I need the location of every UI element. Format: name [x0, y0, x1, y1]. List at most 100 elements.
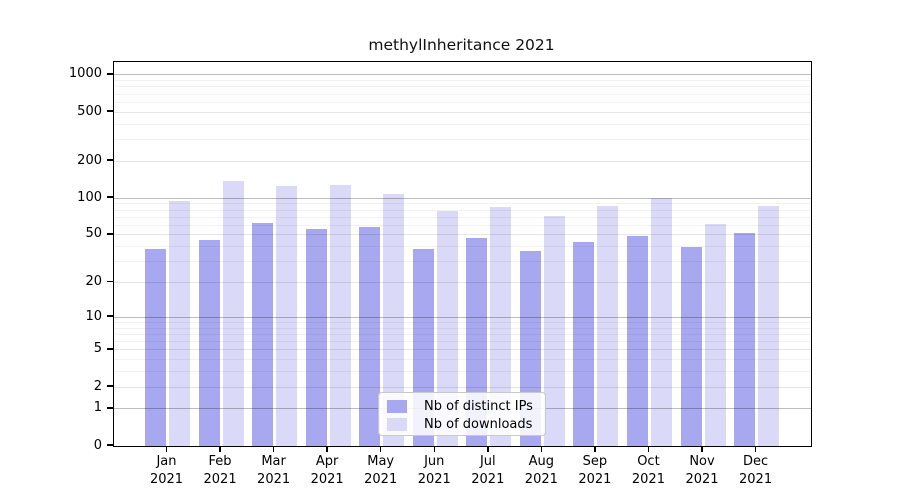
x-tick-label-aug: Aug 2021 [524, 454, 558, 487]
plot-area [113, 61, 812, 447]
gridline-90 [114, 203, 811, 205]
x-tick-label-feb: Feb 2021 [203, 454, 237, 487]
x-tick-mark-mar [272, 446, 275, 452]
gridline-4 [114, 359, 811, 361]
gridline-50 [114, 234, 811, 236]
x-tick-label-apr: Apr 2021 [310, 454, 344, 487]
chart-title: methylInheritance 2021 [368, 36, 555, 54]
x-tick-label-sep: Sep 2021 [578, 454, 612, 487]
bar-distinct-ips-dec [734, 232, 756, 446]
gridline-3 [114, 371, 811, 373]
bar-distinct-ips-feb [198, 240, 220, 446]
y-tick-label-5: 5 [93, 341, 102, 357]
x-tick-mark-dec [754, 446, 757, 452]
bar-downloads-mar [276, 185, 298, 446]
y-tick-label-1: 1 [93, 400, 102, 416]
y-tick-label-50: 50 [85, 226, 102, 242]
y-tick-mark-2 [107, 385, 113, 387]
x-tick-label-mar: Mar 2021 [257, 454, 291, 487]
gridline-900 [114, 80, 811, 82]
legend-label-downloads: Nb of downloads [424, 416, 533, 432]
bar-downloads-jul [490, 206, 512, 446]
gridline-500 [114, 111, 811, 113]
legend-item-distinct-ips: Nb of distinct IPs [387, 397, 545, 415]
bar-downloads-nov [704, 223, 726, 446]
bar-downloads-jun [436, 210, 458, 446]
y-tick-label-100: 100 [77, 189, 102, 205]
x-tick-label-jan: Jan 2021 [149, 454, 184, 487]
bar-downloads-aug [543, 215, 565, 446]
bar-distinct-ips-oct [626, 235, 648, 446]
gridline-60 [114, 224, 811, 226]
x-tick-mark-aug [540, 446, 543, 452]
y-tick-label-200: 200 [77, 152, 102, 168]
gridline-30 [114, 261, 811, 263]
y-tick-label-500: 500 [77, 103, 102, 119]
x-tick-mark-sep [594, 446, 596, 452]
gridline-70 [114, 216, 811, 218]
bar-distinct-ips-jan [145, 249, 166, 446]
legend-swatch-downloads-icon [387, 417, 407, 431]
y-tick-mark-200 [107, 159, 113, 161]
gridline-20 [114, 282, 811, 283]
x-tick-mark-jul [487, 446, 489, 452]
gridline-40 [114, 246, 811, 248]
bar-distinct-ips-sep [573, 241, 595, 446]
legend-label-distinct-ips: Nb of distinct IPs [424, 398, 533, 414]
x-tick-mark-may [379, 446, 382, 452]
x-tick-mark-apr [326, 446, 328, 452]
x-tick-label-jul: Jul 2021 [471, 454, 505, 487]
gridline-800 [114, 86, 811, 88]
x-tick-mark-jan [165, 446, 168, 452]
x-tick-mark-oct [647, 446, 650, 452]
y-tick-mark-1000 [107, 73, 113, 75]
bar-downloads-may [383, 194, 405, 446]
gridline-1000 [114, 74, 811, 76]
gridline-100 [114, 197, 811, 199]
gridline-9 [114, 321, 811, 323]
legend-swatch-distinct-ips-icon [387, 399, 407, 413]
gridline-300 [114, 139, 811, 141]
x-tick-label-jun: Jun 2021 [417, 454, 451, 487]
bar-downloads-sep [597, 205, 619, 446]
y-tick-mark-100 [107, 196, 113, 198]
y-tick-mark-500 [107, 110, 113, 112]
gridline-700 [114, 93, 811, 95]
bar-downloads-oct [650, 197, 672, 446]
bar-distinct-ips-may [359, 227, 381, 446]
y-tick-label-20: 20 [85, 274, 102, 289]
legend: Nb of distinct IPs Nb of downloads [378, 392, 546, 436]
x-tick-mark-feb [219, 446, 221, 452]
gridline-5 [114, 349, 811, 351]
gridline-8 [114, 327, 811, 329]
gridline-600 [114, 101, 811, 103]
y-tick-mark-0 [107, 444, 113, 446]
y-tick-mark-5 [107, 348, 113, 350]
y-tick-label-10: 10 [85, 308, 102, 324]
gridline-7 [114, 333, 811, 335]
bar-downloads-dec [758, 206, 780, 446]
y-tick-label-0: 0 [93, 437, 102, 453]
bar-distinct-ips-apr [305, 228, 327, 446]
bar-distinct-ips-nov [680, 246, 702, 446]
gridline-10 [114, 316, 811, 318]
x-tick-label-may: May 2021 [364, 454, 398, 487]
y-tick-mark-10 [107, 315, 113, 317]
x-tick-label-nov: Nov 2021 [685, 454, 719, 487]
bar-downloads-apr [329, 184, 351, 446]
x-tick-label-oct: Oct 2021 [631, 454, 665, 487]
y-tick-mark-1 [107, 407, 113, 409]
gridline-200 [114, 160, 811, 162]
gridline-400 [114, 123, 811, 125]
gridline-2 [114, 386, 811, 388]
bar-downloads-feb [222, 181, 244, 446]
y-tick-label-1000: 1000 [68, 66, 102, 82]
y-tick-mark-20 [107, 280, 113, 283]
y-tick-mark-50 [107, 233, 113, 235]
bar-downloads-jan [169, 200, 190, 446]
x-tick-label-dec: Dec 2021 [739, 454, 773, 487]
x-tick-mark-nov [701, 446, 703, 452]
bar-distinct-ips-mar [252, 222, 274, 446]
gridline-80 [114, 209, 811, 211]
